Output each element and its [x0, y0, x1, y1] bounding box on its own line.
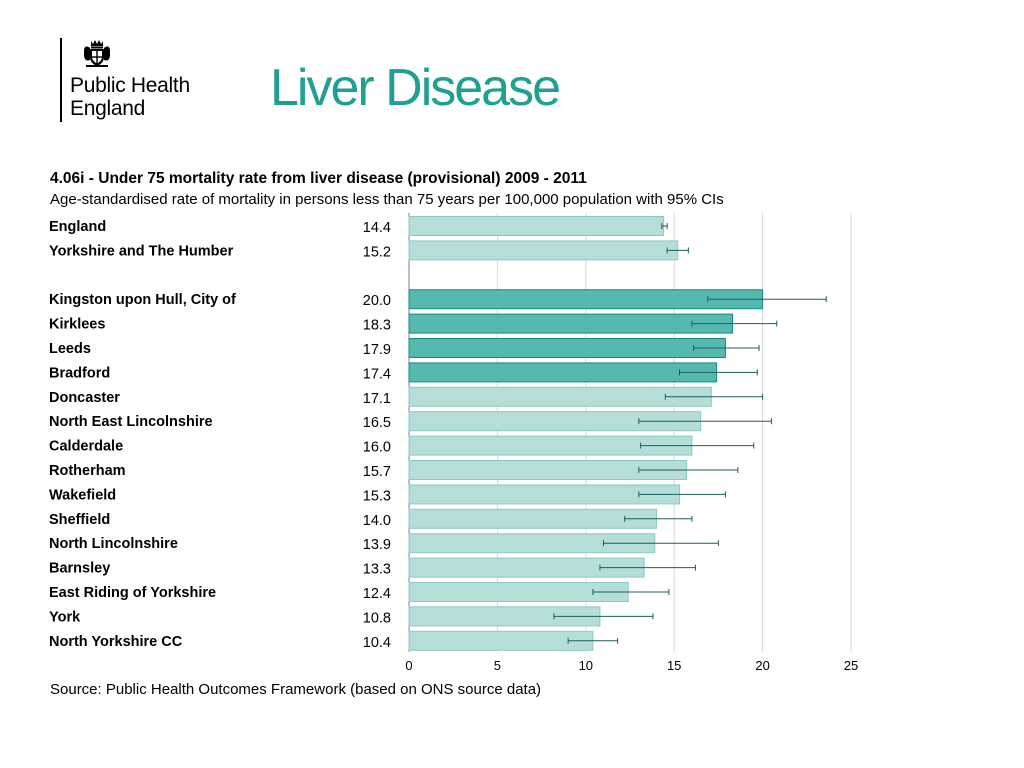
- value-label: 14.0: [363, 513, 391, 529]
- logo-divider: [60, 38, 62, 122]
- x-tick-label: 20: [755, 658, 769, 673]
- category-label: Yorkshire and The Humber: [49, 243, 234, 259]
- category-label: East Riding of Yorkshire: [49, 585, 216, 601]
- category-label: Kirklees: [49, 317, 105, 333]
- chart-source: Source: Public Health Outcomes Framework…: [50, 681, 542, 698]
- bar: [408, 338, 726, 358]
- bar: [408, 508, 658, 529]
- bar: [408, 630, 594, 651]
- value-label: 20.0: [363, 293, 391, 309]
- x-tick-label: 0: [405, 658, 412, 673]
- value-label: 12.4: [363, 586, 391, 602]
- logo-text-line1: Public Health: [70, 74, 190, 97]
- value-label: 17.1: [363, 391, 391, 407]
- value-label: 17.9: [363, 342, 391, 358]
- category-label: Doncaster: [49, 390, 120, 406]
- category-label: Barnsley: [49, 561, 110, 577]
- value-label: 13.9: [363, 537, 391, 553]
- logo-text-line2: England: [70, 97, 145, 120]
- category-label: Rotherham: [49, 463, 126, 479]
- category-label: England: [49, 219, 106, 235]
- x-tick-label: 15: [667, 658, 681, 673]
- category-label: Bradford: [49, 365, 110, 381]
- bar: [408, 216, 665, 236]
- chart-title: 4.06i - Under 75 mortality rate from liv…: [50, 170, 587, 187]
- x-tick-label: 25: [844, 658, 858, 673]
- category-label: Kingston upon Hull, City of: [49, 292, 236, 308]
- value-label: 15.2: [363, 244, 391, 260]
- bar: [408, 240, 679, 261]
- category-label: North Yorkshire CC: [49, 634, 183, 650]
- category-label: Sheffield: [49, 512, 110, 528]
- value-label: 10.4: [363, 635, 391, 651]
- category-label: Calderdale: [49, 439, 123, 455]
- category-label: Wakefield: [49, 487, 116, 503]
- value-label: 14.4: [363, 220, 391, 236]
- value-label: 17.4: [363, 366, 391, 382]
- bar: [408, 313, 734, 334]
- bar: [408, 362, 718, 383]
- value-label: 18.3: [363, 318, 391, 334]
- value-label: 13.3: [363, 562, 391, 578]
- category-label: Leeds: [49, 341, 91, 357]
- value-label: 16.5: [363, 415, 391, 431]
- royal-crest-icon: [84, 40, 110, 67]
- slide-title: Liver Disease: [270, 59, 561, 117]
- chart-subtitle: Age-standardised rate of mortality in pe…: [50, 191, 724, 208]
- value-label: 15.3: [363, 488, 391, 504]
- category-label: York: [49, 609, 81, 625]
- x-tick-label: 10: [579, 658, 593, 673]
- category-label: North East Lincolnshire: [49, 414, 213, 430]
- value-label: 15.7: [363, 464, 391, 480]
- value-label: 10.8: [363, 610, 391, 626]
- value-label: 16.0: [363, 440, 391, 456]
- x-tick-label: 5: [494, 658, 501, 673]
- category-label: North Lincolnshire: [49, 536, 178, 552]
